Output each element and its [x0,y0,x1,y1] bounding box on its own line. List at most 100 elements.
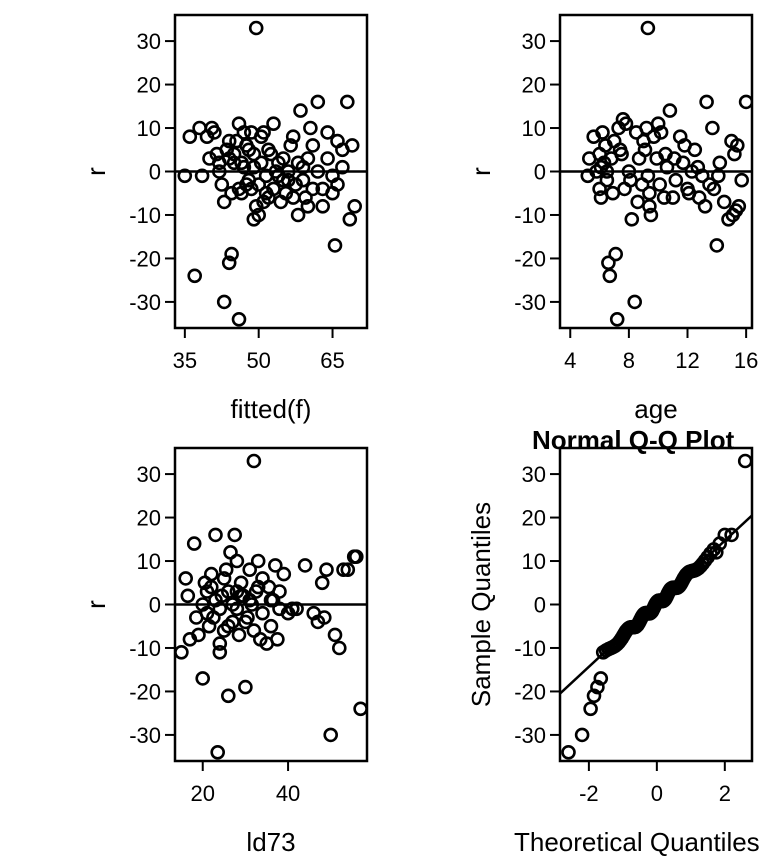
data-point [271,155,286,171]
data-point [624,212,640,227]
data-point [288,177,303,192]
data-point [216,571,232,586]
data-point [297,558,313,573]
data-point [621,164,637,179]
data-point [221,255,237,271]
data-point [195,671,210,686]
data-point [347,199,363,214]
y-tick-label: -10 [129,203,161,228]
data-point [705,120,720,136]
data-point [640,20,656,36]
x-axis-label: age [634,394,677,424]
data-point [246,212,262,227]
y-tick-label: 20 [522,506,546,531]
data-point [320,125,335,140]
data-point [204,579,219,595]
data-point [643,207,659,223]
data-point [653,125,669,140]
x-tick-label: 8 [623,348,635,373]
data-point [218,562,234,578]
data-point [702,177,717,192]
data-point [263,592,279,608]
data-point [250,553,266,569]
data-point [261,142,276,158]
y-axis-label: r [466,167,496,176]
data-point [668,172,684,188]
y-tick-label: 0 [534,593,546,618]
data-point [239,138,254,153]
data-point [344,138,360,153]
data-point [348,549,364,565]
y-tick-label: -10 [129,636,161,661]
data-point [583,701,598,717]
data-point [221,584,236,599]
y-tick-label: 30 [522,462,546,487]
y-tick-label: -30 [129,723,161,748]
data-point [182,129,198,144]
y-tick-label: 0 [149,160,161,185]
data-point [314,575,330,591]
data-point [665,190,681,205]
y-tick-label: 30 [137,29,161,54]
data-point [290,207,306,223]
y-tick-label: 10 [522,549,546,574]
y-tick-label: -10 [514,636,546,661]
data-point [180,588,196,604]
data-point [300,199,316,214]
data-point [266,116,281,131]
data-point [627,294,643,310]
data-point [278,185,294,201]
x-tick-label: 20 [190,781,214,806]
data-point [177,168,193,184]
data-point [699,94,714,110]
data-point [199,605,215,621]
data-point [315,181,331,197]
data-point [708,544,724,560]
data-point [204,566,219,582]
y-tick-label: -30 [514,290,546,315]
y-tick-label: 10 [137,549,161,574]
data-point [226,155,242,171]
data-point [175,645,189,660]
data-point [706,181,722,197]
data-point [342,212,358,227]
data-point [652,177,668,192]
data-point [737,453,752,469]
data-point [214,177,230,192]
data-point [650,116,666,131]
data-point [238,679,253,695]
data-point [319,562,334,578]
data-point [226,146,242,162]
x-tick-label: 16 [734,348,758,373]
data-point [734,172,750,188]
data-point [712,155,728,171]
data-point [295,172,311,188]
data-point [574,727,590,743]
data-point [221,688,236,704]
data-point [658,146,673,162]
y-axis-label: Sample Quantiles [466,502,496,707]
data-point [187,268,202,284]
data-point [293,103,308,118]
data-point [231,181,247,197]
y-tick-label: -30 [129,290,161,315]
data-point [595,125,610,140]
data-point [255,571,270,586]
data-point [242,562,257,578]
data-point [305,181,321,197]
data-point [208,527,223,543]
data-point [315,199,331,214]
residuals-vs-ld73-panel: 30 20 10 0 -10 -20 -30 20 40 ld73 r [81,446,369,857]
data-point [212,164,227,179]
data-point [216,294,232,310]
y-tick-label: 0 [534,160,546,185]
data-point [263,618,279,634]
data-point [258,185,274,201]
y-axis-label: r [81,600,111,609]
data-point [728,203,744,218]
data-point [727,146,742,162]
data-point [191,627,206,643]
data-point [617,181,632,197]
data-point [305,138,321,153]
